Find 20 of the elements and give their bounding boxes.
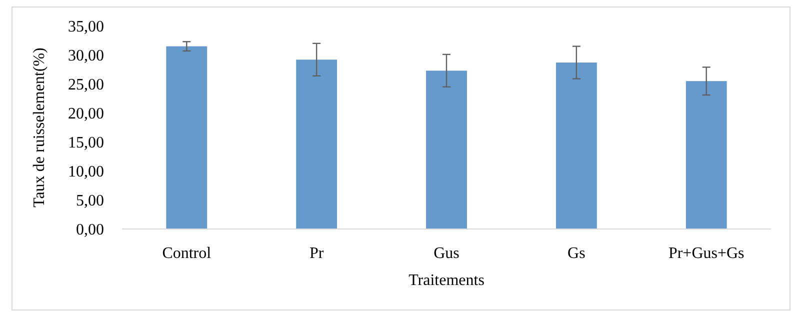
x-tick-label: Gs xyxy=(568,245,586,262)
y-tick-label: 30,00 xyxy=(68,48,104,65)
x-tick-label: Gus xyxy=(434,245,460,262)
x-tick-label: Pr+Gus+Gs xyxy=(668,245,744,262)
y-tick-label: 5,00 xyxy=(76,192,104,210)
x-axis-title: Traitements xyxy=(408,272,484,289)
y-tick-label: 20,00 xyxy=(68,106,104,123)
y-tick-label: 0,00 xyxy=(76,222,104,239)
bar xyxy=(296,60,338,229)
x-tick-label: Control xyxy=(162,245,212,262)
y-tick-label: 35,00 xyxy=(68,18,104,36)
bar xyxy=(426,70,467,229)
y-tick-label: 10,00 xyxy=(68,164,104,181)
bar xyxy=(556,62,597,229)
y-tick-label: 25,00 xyxy=(68,76,104,94)
y-axis-title: Taux de ruisselement(%) xyxy=(31,48,48,208)
bar xyxy=(686,81,727,229)
y-tick-label: 15,00 xyxy=(68,134,104,152)
x-tick-label: Pr xyxy=(309,245,324,262)
bar xyxy=(166,46,208,229)
